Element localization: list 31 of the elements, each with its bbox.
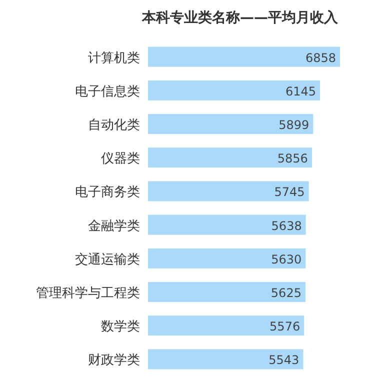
- y-tick-label: 计算机类: [88, 50, 140, 66]
- y-tick-label: 管理科学与工程类: [36, 286, 140, 301]
- y-tick-label: 电子信息类: [75, 84, 140, 100]
- data-label: 5745: [274, 185, 305, 200]
- data-label: 6145: [285, 84, 316, 98]
- y-tick-label: 电子商务类: [75, 185, 140, 200]
- chart-title: 本科专业类名称——平均月收入: [141, 9, 339, 26]
- bar: [148, 349, 304, 370]
- data-label: 5630: [271, 252, 302, 266]
- data-label: 5543: [268, 353, 300, 368]
- bar: [148, 214, 306, 235]
- y-tick-label: 金融学类: [88, 218, 140, 234]
- y-tick-label: 仪器类: [101, 152, 140, 167]
- bar: [148, 248, 306, 268]
- bar: [148, 316, 304, 336]
- data-label: 5576: [270, 320, 300, 334]
- data-label: 5856: [277, 152, 308, 166]
- y-tick-label: 交通运输类: [75, 251, 140, 268]
- bar: [148, 114, 314, 134]
- data-label: 5625: [270, 286, 302, 300]
- data-label: 5638: [271, 218, 302, 233]
- bar: [148, 148, 312, 168]
- y-tick-label: 财政学类: [88, 353, 140, 368]
- bar: [148, 181, 309, 202]
- data-label: 6858: [305, 50, 336, 65]
- bar: [148, 46, 340, 67]
- data-label: 5899: [278, 118, 310, 132]
- y-tick-label: 自动化类: [88, 118, 140, 133]
- y-tick-label: 数学类: [101, 320, 140, 335]
- bar: [148, 282, 306, 302]
- bar: [148, 80, 320, 100]
